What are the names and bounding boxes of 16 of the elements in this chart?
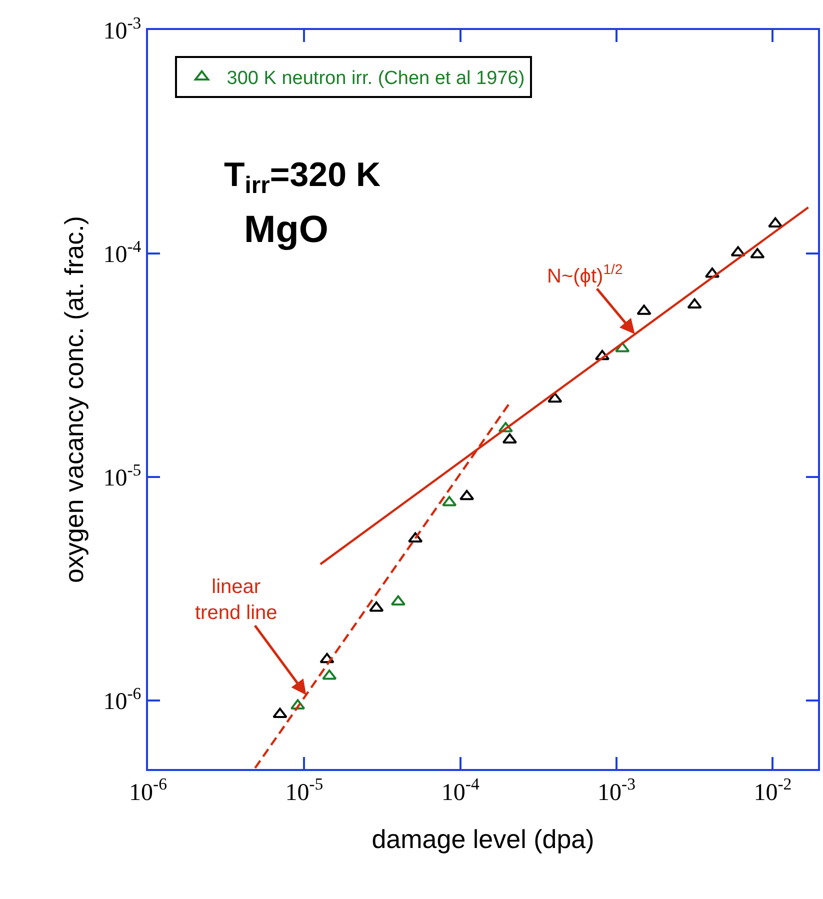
y-tick-label: 10$^{-5}$ [103, 460, 142, 492]
annotation: T$_{irr}$=320 K [224, 156, 381, 200]
legend-label: 300 K neutron irr. (Chen et al 1976) [226, 68, 525, 90]
x-tick-label: 10$^{-4}$ [441, 774, 480, 806]
annotation: linear trend line [195, 576, 278, 624]
x-tick-label: 10$^{-3}$ [598, 774, 636, 806]
annotation: MgO [244, 209, 328, 251]
y-tick-label: 10$^{-3}$ [103, 13, 142, 44]
x-tick-label: 10$^{-2}$ [754, 774, 792, 806]
x-tick-label: 10$^{-5}$ [285, 774, 324, 806]
x-tick-label: 10$^{-6}$ [129, 774, 167, 806]
x-axis-title: damage level (dpa) [372, 824, 594, 854]
y-tick-label: 10$^{-4}$ [103, 236, 142, 268]
y-tick-label: 10$^{-6}$ [103, 684, 142, 716]
y-axis-title: oxygen vacancy conc. (at. frac.) [59, 216, 90, 584]
annotation: N~(ϕt)$^{1/2}$ [547, 261, 623, 288]
